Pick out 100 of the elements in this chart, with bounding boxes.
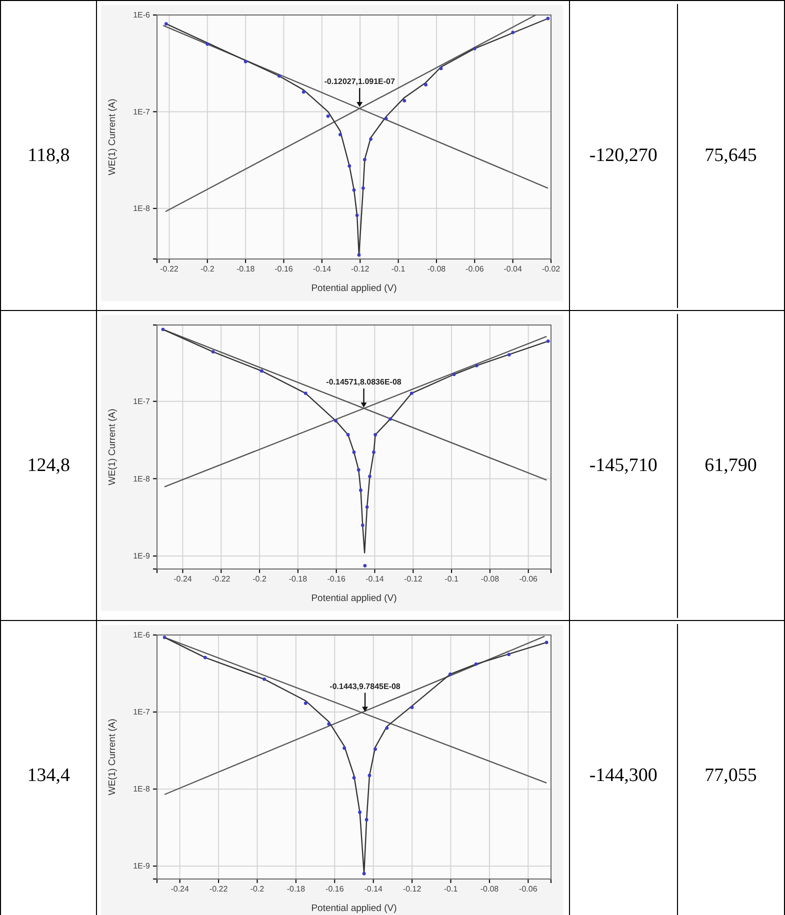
y-tick-label: 1E-7 xyxy=(133,396,151,406)
x-tick-label: -0.2 xyxy=(252,574,268,584)
point xyxy=(386,726,389,730)
y-tick-label: 1E-6 xyxy=(133,10,151,20)
point xyxy=(507,652,511,656)
point xyxy=(358,810,362,814)
point xyxy=(338,132,342,136)
point xyxy=(206,42,210,46)
point xyxy=(342,746,346,750)
x-tick-label: -0.08 xyxy=(481,574,500,584)
point xyxy=(358,253,362,257)
y-tick-label: 1E-9 xyxy=(133,552,151,561)
text: 77,055 xyxy=(676,624,784,915)
y-axis-title: WE(1) Current (A) xyxy=(107,718,118,796)
point xyxy=(508,353,512,356)
annotation: -0.12027,1.091E-07 xyxy=(324,77,396,86)
x-axis-title: Potential applied (V) xyxy=(312,903,398,914)
x-tick-label: -0.1 xyxy=(444,884,459,894)
point xyxy=(348,164,352,168)
point xyxy=(474,662,478,666)
x-tick-label: -0.2 xyxy=(200,264,216,274)
text: 124,8 xyxy=(1,314,96,618)
x-tick-label: -0.1 xyxy=(445,574,460,584)
point xyxy=(410,706,414,710)
x-tick-label: -0.14 xyxy=(364,884,384,894)
point xyxy=(302,90,306,94)
point xyxy=(357,468,361,472)
point xyxy=(545,640,549,644)
y-tick-label: 1E-7 xyxy=(133,107,151,116)
text: -144,300 xyxy=(588,764,658,788)
x-tick-label: -0.22 xyxy=(212,574,232,584)
x-tick-label: -0.22 xyxy=(210,884,229,894)
x-tick-label: -0.16 xyxy=(328,574,346,584)
point xyxy=(162,328,166,332)
x-tick-label: -0.14 xyxy=(366,574,385,584)
point xyxy=(204,656,208,660)
text: 118,8 xyxy=(1,4,96,308)
x-tick-label: -0.02 xyxy=(542,264,562,274)
x-tick-label: -0.08 xyxy=(480,884,500,894)
point xyxy=(163,636,167,640)
line-series xyxy=(164,636,548,874)
x-tick-label: -0.14 xyxy=(313,264,332,274)
y-tick-label: 1E-6 xyxy=(133,630,151,640)
point xyxy=(260,369,264,373)
x-tick-label: -0.24 xyxy=(171,884,190,894)
point xyxy=(410,392,414,395)
y-tick-label: 1E-9 xyxy=(133,862,151,871)
point xyxy=(473,46,477,50)
point xyxy=(244,60,248,64)
x-tick-label: -0.18 xyxy=(289,574,308,584)
x-tick-label: -0.24 xyxy=(174,574,193,584)
point xyxy=(372,450,376,454)
y-tick-label: 1E-8 xyxy=(133,784,151,794)
text: -145,710 xyxy=(588,454,658,478)
x-tick-label: -0.06 xyxy=(519,884,538,894)
point xyxy=(359,488,363,492)
x-tick-label: -0.16 xyxy=(326,884,345,894)
x-tick-label: -0.12 xyxy=(403,884,422,894)
point xyxy=(334,419,338,422)
point xyxy=(368,774,372,778)
x-tick-label: -0.18 xyxy=(287,884,306,894)
point xyxy=(369,137,373,141)
annotation: -0.1443,9.7845E-08 xyxy=(330,682,402,691)
point xyxy=(363,158,367,162)
point xyxy=(262,677,266,681)
x-tick-label: -0.12 xyxy=(351,264,370,274)
point xyxy=(546,339,550,343)
point xyxy=(366,505,370,509)
point xyxy=(346,433,350,436)
point xyxy=(511,30,515,34)
point xyxy=(424,83,428,86)
point xyxy=(328,722,331,726)
text: 134,4 xyxy=(1,624,96,915)
x-tick-label: -0.18 xyxy=(236,264,256,274)
x-tick-label: -0.08 xyxy=(428,264,446,274)
x-axis-title: Potential applied (V) xyxy=(312,283,398,294)
y-tick-label: 1E-8 xyxy=(133,474,151,484)
point xyxy=(384,116,388,120)
point xyxy=(374,433,378,436)
annotation: -0.14571,8.0836E-08 xyxy=(326,377,402,386)
y-axis-title: WE(1) Current (A) xyxy=(107,408,118,486)
point xyxy=(352,450,356,454)
x-tick-label: -0.22 xyxy=(160,264,180,274)
x-tick-label: -0.06 xyxy=(466,264,485,274)
y-axis-title: WE(1) Current (A) xyxy=(107,98,118,176)
text: -120,270 xyxy=(588,144,658,168)
point xyxy=(304,702,308,705)
point xyxy=(440,66,444,70)
x-tick-label: -0.12 xyxy=(404,574,424,584)
point xyxy=(448,672,452,676)
point xyxy=(475,364,479,368)
point xyxy=(364,564,367,568)
text: 61,790 xyxy=(676,314,784,618)
x-tick-label: -0.06 xyxy=(520,574,538,584)
point xyxy=(352,776,356,780)
point xyxy=(362,872,366,876)
line-series xyxy=(162,328,550,554)
point xyxy=(212,350,216,354)
point xyxy=(164,22,168,26)
point xyxy=(278,74,282,78)
